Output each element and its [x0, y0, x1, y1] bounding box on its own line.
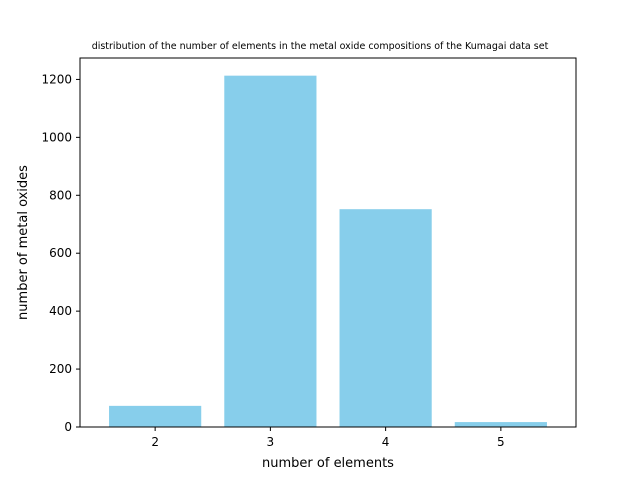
y-tick-label-0: 0: [64, 420, 72, 434]
axes-frame: [79, 57, 577, 428]
y-axis: 0 200 400 600 800 1000 1200: [41, 72, 80, 434]
y-tick-label-800: 800: [49, 188, 72, 202]
plot-area: [109, 75, 547, 428]
bar-3: [224, 75, 317, 428]
y-tick-label-200: 200: [49, 362, 72, 376]
x-axis: 2 3 4 5: [151, 427, 505, 449]
y-tick-label-400: 400: [49, 304, 72, 318]
y-axis-label: number of metal oxides: [16, 165, 31, 320]
x-tick-label-3: 3: [267, 435, 275, 449]
bar-2: [109, 405, 202, 427]
bar-5: [454, 422, 547, 427]
y-tick-label-1200: 1200: [41, 72, 72, 86]
y-tick-label-1000: 1000: [41, 130, 72, 144]
x-axis-label: number of elements: [262, 456, 394, 471]
x-tick-label-4: 4: [382, 435, 390, 449]
x-tick-label-5: 5: [497, 435, 505, 449]
y-tick-label-600: 600: [49, 246, 72, 260]
chart-title: distribution of the number of elements i…: [92, 41, 549, 52]
x-tick-label-2: 2: [151, 435, 159, 449]
bar-4: [339, 209, 432, 427]
